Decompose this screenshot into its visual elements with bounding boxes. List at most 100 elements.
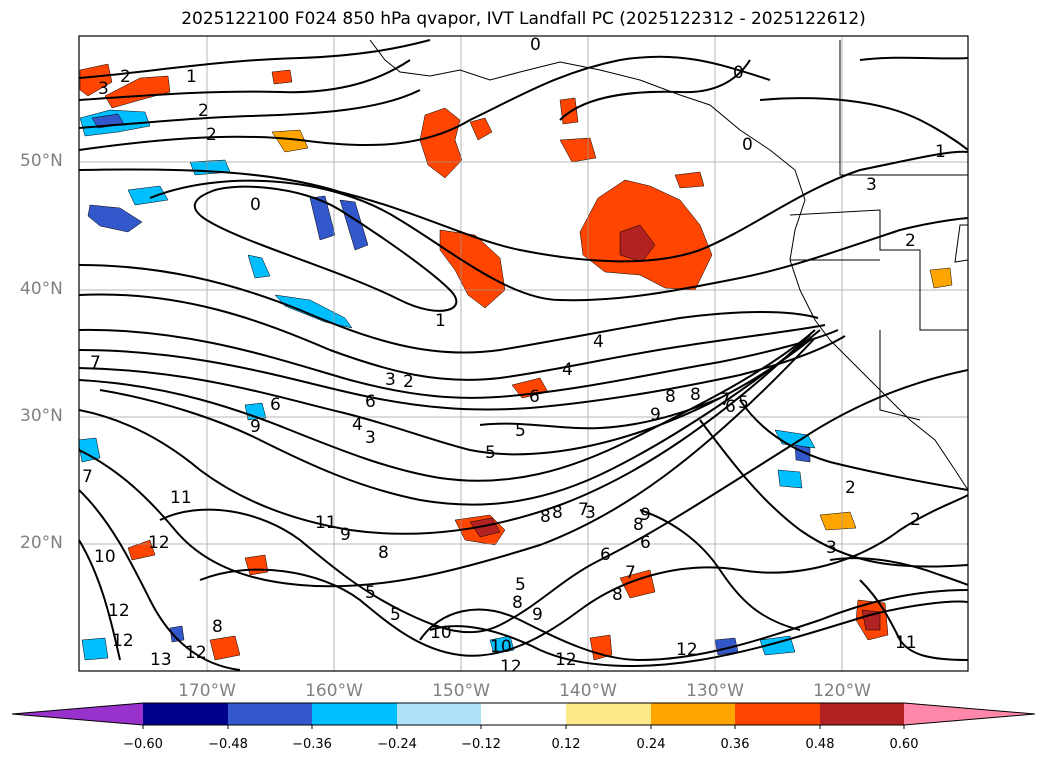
contour-label: 7 bbox=[82, 467, 93, 487]
contour-label: 7 bbox=[625, 563, 636, 583]
contour-label: 12 bbox=[500, 657, 522, 677]
contour-label: 9 bbox=[640, 505, 651, 525]
contour-label: 11 bbox=[170, 488, 192, 508]
contour-label: 6 bbox=[725, 397, 736, 417]
colorbar-tick-label: 0.48 bbox=[805, 737, 835, 752]
colorbar-bin bbox=[566, 703, 651, 725]
contour-label: 6 bbox=[529, 387, 540, 407]
contour-label: 8 bbox=[665, 387, 676, 407]
colorbar-tick-label: 0.60 bbox=[889, 737, 919, 752]
contour-label: 8 bbox=[540, 507, 551, 527]
contour-label: 6 bbox=[270, 395, 281, 415]
contour-label: 12 bbox=[555, 650, 577, 670]
contour-label: 8 bbox=[690, 385, 701, 405]
qvapor-shading bbox=[79, 63, 953, 661]
contour-label: 7 bbox=[578, 500, 589, 520]
contour-label: 0 bbox=[733, 63, 744, 83]
contour-label: 2 bbox=[910, 510, 921, 530]
contour-label: 12 bbox=[185, 643, 207, 663]
contour-label: 2 bbox=[845, 478, 856, 498]
coastlines bbox=[369, 39, 968, 491]
contour-label: 5 bbox=[390, 605, 401, 625]
lon-label-150w: 150°W bbox=[432, 681, 490, 701]
colorbar-bin bbox=[143, 703, 228, 725]
contour-label: 0 bbox=[530, 35, 541, 55]
contour-label: 2 bbox=[206, 125, 217, 145]
map-background bbox=[79, 36, 968, 671]
lat-label-50n: 50°N bbox=[20, 151, 63, 171]
lon-label-130w: 130°W bbox=[686, 681, 744, 701]
colorbar-tick-label: −0.12 bbox=[461, 737, 501, 752]
contour-label: 5 bbox=[738, 393, 749, 413]
contour-label: 11 bbox=[895, 633, 917, 653]
contour-label: 1 bbox=[186, 67, 197, 87]
contour-label: 10 bbox=[94, 547, 116, 567]
contour-label: 6 bbox=[365, 392, 376, 412]
contour-label: 3 bbox=[826, 538, 837, 558]
contour-label: 11 bbox=[315, 513, 337, 533]
colorbar-tick-label: 0.36 bbox=[720, 737, 750, 752]
colorbar-bin bbox=[397, 703, 481, 725]
map-title: 2025122100 F024 850 hPa qvapor, IVT Land… bbox=[181, 9, 866, 29]
colorbar-extend-high bbox=[904, 703, 1035, 725]
colorbar bbox=[11, 702, 1036, 729]
map-frame bbox=[78, 35, 969, 672]
lon-label-120w: 120°W bbox=[813, 681, 871, 701]
contour-label: 1 bbox=[435, 311, 446, 331]
contour-label: 12 bbox=[112, 631, 134, 651]
contour-label: 13 bbox=[150, 650, 172, 670]
contour-label: 6 bbox=[600, 545, 611, 565]
contour-label: 3 bbox=[385, 370, 396, 390]
contour-label: 5 bbox=[515, 575, 526, 595]
colorbar-tick-label: −0.36 bbox=[292, 737, 332, 752]
contour-label: 0 bbox=[742, 135, 753, 155]
lat-lon-grid bbox=[79, 36, 968, 671]
contour-label: 6 bbox=[640, 533, 651, 553]
ivt-contours bbox=[79, 39, 968, 671]
lat-label-40n: 40°N bbox=[20, 279, 63, 299]
contour-label: 7 bbox=[720, 390, 731, 410]
contour-label: 9 bbox=[650, 405, 661, 425]
colorbar-tick-label: 0.12 bbox=[551, 737, 581, 752]
contour-label: 8 bbox=[612, 585, 623, 605]
contour-label: 9 bbox=[250, 417, 261, 437]
contour-label: 1 bbox=[935, 142, 946, 162]
contour-label: 0 bbox=[250, 195, 261, 215]
contour-label: 5 bbox=[365, 583, 376, 603]
lat-label-20n: 20°N bbox=[20, 533, 63, 553]
lon-label-170w: 170°W bbox=[178, 681, 236, 701]
colorbar-tick-label: 0.24 bbox=[636, 737, 666, 752]
colorbar-bin bbox=[820, 703, 904, 725]
contour-label: 12 bbox=[148, 533, 170, 553]
colorbar-tick-label: −0.60 bbox=[123, 737, 163, 752]
contour-label: 12 bbox=[676, 640, 698, 660]
lon-label-140w: 140°W bbox=[559, 681, 617, 701]
contour-label: 3 bbox=[585, 503, 596, 523]
contour-label: 3 bbox=[98, 79, 109, 99]
contour-label: 3 bbox=[866, 175, 877, 195]
contour-labels: 2 3 1 2 2 0 0 0 1 2 3 0 1 4 4 3 2 6 6 4 … bbox=[82, 35, 946, 677]
contour-label: 12 bbox=[108, 601, 130, 621]
colorbar-bin bbox=[735, 703, 820, 725]
contour-label: 4 bbox=[352, 415, 363, 435]
contour-label: 8 bbox=[633, 515, 644, 535]
colorbar-bin bbox=[228, 703, 312, 725]
colorbar-bin bbox=[312, 703, 397, 725]
contour-label: 5 bbox=[485, 443, 496, 463]
contour-label: 10 bbox=[490, 637, 512, 657]
contour-label: 8 bbox=[512, 593, 523, 613]
colorbar-bin bbox=[481, 703, 566, 725]
contour-label: 2 bbox=[403, 372, 414, 392]
colorbar-bin bbox=[651, 703, 735, 725]
lat-label-30n: 30°N bbox=[20, 406, 63, 426]
contour-label: 9 bbox=[532, 605, 543, 625]
contour-label: 2 bbox=[120, 67, 131, 87]
colorbar-tick-label: −0.24 bbox=[377, 737, 417, 752]
contour-label: 8 bbox=[378, 543, 389, 563]
contour-label: 7 bbox=[90, 353, 101, 373]
colorbar-extend-low bbox=[12, 703, 143, 725]
contour-label: 9 bbox=[340, 525, 351, 545]
colorbar-tick-label: −0.48 bbox=[208, 737, 248, 752]
contour-label: 10 bbox=[430, 623, 452, 643]
